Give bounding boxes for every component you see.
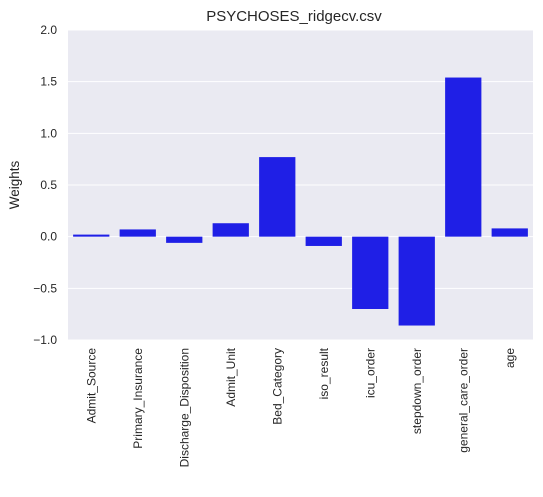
y-tick-label: −0.5 <box>33 281 57 295</box>
y-tick-label: 2.0 <box>40 23 57 37</box>
x-axis-ticks: Admit_Source Primary_Insurance Discharge_D… <box>84 347 517 467</box>
bar <box>445 78 481 237</box>
bar <box>492 228 528 236</box>
x-tick-label: Discharge_Disposition <box>177 348 191 467</box>
x-tick-label: Admit_Unit <box>224 347 238 406</box>
bar <box>73 235 109 237</box>
y-tick-label: 0.0 <box>40 230 57 244</box>
y-axis-ticks: −1.0 −0.5 0.0 0.5 1.0 1.5 2.0 <box>33 23 57 347</box>
x-tick-label: Admit_Source <box>84 348 98 424</box>
bar <box>306 237 342 246</box>
bar <box>259 157 295 237</box>
x-tick-label: iso_result <box>317 347 331 399</box>
x-tick-label: age <box>503 348 517 368</box>
bar <box>120 229 156 236</box>
y-tick-label: 1.0 <box>40 126 57 140</box>
x-tick-label: Bed_Category <box>270 348 284 425</box>
chart-title: PSYCHOSES_ridgecv.csv <box>206 8 382 25</box>
bar <box>399 237 435 326</box>
x-tick-label: stepdown_order <box>410 348 424 434</box>
y-axis-label: Weights <box>7 160 22 209</box>
x-tick-label: Primary_Insurance <box>131 348 145 449</box>
y-tick-label: −1.0 <box>33 333 57 347</box>
bar <box>352 237 388 309</box>
bar <box>213 223 249 236</box>
x-tick-label: general_care_order <box>456 348 470 453</box>
y-tick-label: 0.5 <box>40 178 57 192</box>
bar <box>166 237 202 243</box>
y-tick-label: 1.5 <box>40 75 57 89</box>
x-tick-label: icu_order <box>363 348 377 398</box>
